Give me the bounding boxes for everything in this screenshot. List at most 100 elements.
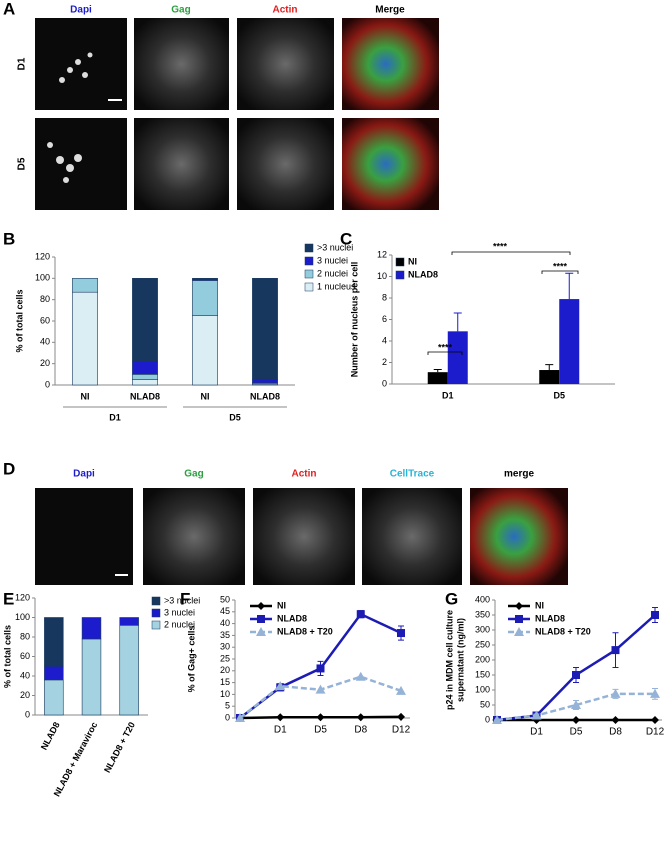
x-tick-label: D8 — [354, 725, 367, 736]
column-label: Gag — [184, 469, 203, 480]
bracket — [427, 351, 463, 355]
image — [362, 488, 462, 585]
x-tick-label: D5 — [314, 725, 327, 736]
y-tick-label: 120 — [15, 592, 30, 602]
y-tick-label: 80 — [40, 294, 50, 304]
panel-label: F — [180, 589, 190, 608]
marker — [572, 671, 580, 679]
bar-segment — [119, 624, 139, 716]
error-bar — [545, 364, 554, 371]
y-axis-label: % of total cells — [2, 625, 12, 688]
column-label: Actin — [292, 469, 317, 480]
y-tick-label: 4 — [382, 335, 387, 345]
error-bar — [565, 272, 574, 300]
bar-segment — [81, 617, 102, 640]
image — [253, 488, 355, 585]
x-tick-label: NLAD8 + T20 — [102, 720, 137, 774]
y-tick-label: 100 — [15, 612, 30, 622]
y-tick-label: 45 — [220, 606, 230, 616]
marker — [316, 713, 325, 722]
marker — [356, 610, 365, 619]
bar-segment — [132, 361, 158, 375]
legend-swatch — [304, 282, 314, 292]
legend-label: NLAD8 + T20 — [535, 626, 591, 636]
bar-segment — [72, 278, 98, 293]
bar — [539, 370, 560, 384]
legend-label: NLAD8 — [535, 613, 565, 623]
x-tick-label: NLAD8 — [250, 391, 280, 401]
marker — [492, 715, 502, 724]
y-tick-label: 0 — [382, 378, 387, 388]
image — [237, 18, 334, 110]
column-label: merge — [504, 469, 534, 480]
x-tick-label: D5 — [553, 390, 565, 400]
marker — [651, 716, 659, 724]
legend-swatch — [151, 596, 161, 606]
y-tick-label: 60 — [40, 315, 50, 325]
bracket — [541, 270, 579, 274]
y-tick-label: 6 — [382, 314, 387, 324]
y-tick-label: 50 — [220, 594, 230, 604]
bar-segment — [132, 379, 158, 386]
annotation: **** — [493, 241, 508, 251]
legend-swatch — [395, 257, 405, 267]
bar-segment — [72, 291, 98, 386]
legend-label: NI — [535, 600, 544, 610]
marker — [650, 688, 660, 698]
legend-swatch — [151, 608, 161, 618]
column-label: Gag — [171, 5, 190, 16]
legend-marker — [257, 602, 265, 610]
bracket — [451, 251, 571, 255]
bar-segment — [132, 278, 158, 362]
bar — [559, 299, 580, 384]
x-tick-label: D1 — [274, 725, 287, 736]
bar — [447, 331, 468, 384]
y-tick-label: 0 — [45, 379, 50, 389]
legend-label: 2 nuclei — [164, 619, 195, 629]
x-tick-label: NI — [201, 391, 210, 401]
marker — [611, 646, 620, 655]
y-tick-label: 25 — [220, 653, 230, 663]
bar-segment — [81, 638, 102, 716]
marker — [235, 713, 245, 722]
legend-swatch — [304, 243, 314, 253]
y-axis-label: Number of nucleus per cell — [349, 262, 359, 378]
y-tick-label: 20 — [220, 665, 230, 675]
y-tick-label: 60 — [20, 651, 30, 661]
bar-segment — [192, 278, 218, 280]
legend-marker — [515, 615, 523, 623]
y-tick-label: 12 — [377, 249, 387, 259]
y-tick-label: 5 — [225, 701, 230, 711]
legend-label: NLAD8 — [408, 269, 438, 279]
error-bar — [453, 312, 462, 332]
y-tick-label: 200 — [475, 654, 490, 664]
image — [237, 118, 334, 210]
x-tick-label: NLAD8 — [39, 720, 62, 751]
error-bar — [433, 368, 442, 373]
image — [134, 118, 229, 210]
x-tick-label: D1 — [442, 390, 454, 400]
row-label: D5 — [17, 157, 28, 170]
annotation: **** — [438, 342, 453, 352]
legend-marker — [257, 615, 265, 623]
panel-label: D — [3, 459, 15, 478]
bar-segment — [44, 665, 64, 681]
bar-segment — [119, 617, 139, 626]
bar — [427, 372, 448, 384]
legend-label: 1 nucleus — [317, 281, 356, 291]
legend-label: NLAD8 — [277, 613, 307, 623]
group-label: D5 — [229, 412, 241, 422]
legend-marker — [514, 627, 524, 636]
image — [342, 18, 439, 110]
line — [239, 675, 402, 719]
y-tick-label: 250 — [475, 639, 490, 649]
marker — [531, 710, 542, 720]
x-tick-label: D1 — [530, 727, 543, 738]
marker — [572, 716, 580, 724]
y-tick-label: 10 — [220, 689, 230, 699]
x-tick-label: NI — [81, 391, 90, 401]
row-label: D1 — [17, 57, 28, 70]
legend-label: >3 nuclei — [164, 595, 200, 605]
bar-segment — [44, 679, 64, 716]
